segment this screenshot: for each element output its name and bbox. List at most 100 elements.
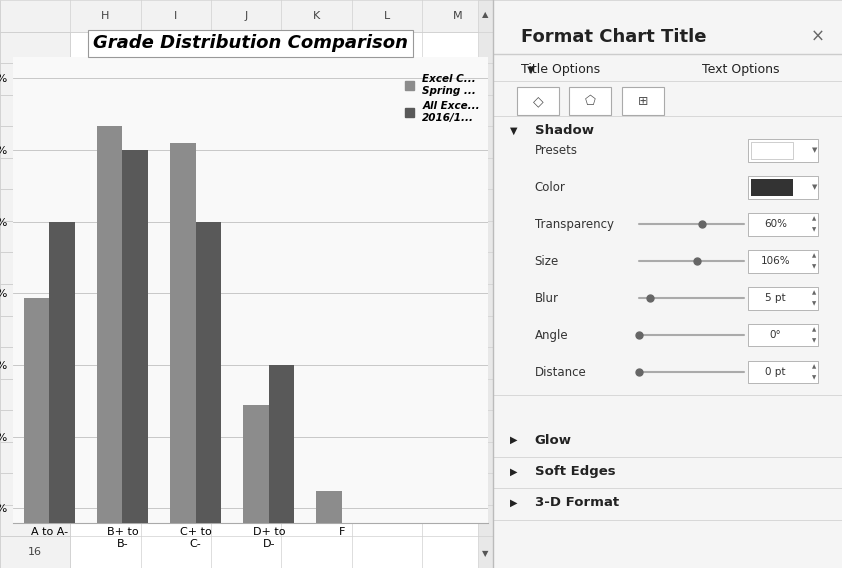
Bar — [0, 0, 493, 32]
Bar — [0, 410, 71, 442]
Bar — [0, 158, 71, 189]
Bar — [0, 505, 71, 536]
Text: 9: 9 — [32, 327, 39, 336]
Text: Format Chart Title: Format Chart Title — [520, 28, 706, 46]
Text: ▼: ▼ — [520, 64, 535, 74]
Text: 12: 12 — [28, 421, 42, 431]
Text: ▼: ▼ — [813, 339, 817, 343]
Text: Blur: Blur — [535, 292, 558, 304]
Bar — [751, 179, 793, 196]
Text: ▲: ▲ — [813, 364, 817, 369]
Bar — [748, 176, 818, 199]
Text: M: M — [452, 11, 462, 21]
Bar — [748, 250, 818, 273]
Text: 13: 13 — [28, 453, 42, 462]
Text: Angle: Angle — [535, 329, 568, 341]
Text: ▶: ▶ — [510, 466, 518, 477]
Legend: Excel C...
Spring ..., All Exce...
2016/1...: Excel C... Spring ..., All Exce... 2016/… — [402, 72, 483, 126]
Text: ▼: ▼ — [813, 265, 817, 269]
Bar — [170, 143, 195, 568]
Text: ×: × — [811, 28, 824, 46]
Bar — [24, 298, 49, 568]
Bar — [49, 222, 75, 568]
Text: Distance: Distance — [535, 366, 586, 378]
Text: 5 pt: 5 pt — [765, 293, 786, 303]
Bar — [97, 126, 122, 568]
Text: Color: Color — [535, 181, 565, 194]
Bar — [0, 347, 71, 379]
Text: 0°: 0° — [770, 330, 781, 340]
Text: Shadow: Shadow — [535, 124, 594, 137]
Text: 6: 6 — [32, 232, 39, 241]
Bar — [0, 126, 71, 158]
Text: Glow: Glow — [535, 434, 572, 446]
Text: 3-D Format: 3-D Format — [535, 496, 619, 509]
Text: ▼: ▼ — [813, 185, 818, 190]
Text: Title Options: Title Options — [520, 63, 600, 76]
Bar — [748, 139, 818, 162]
Bar — [269, 365, 295, 568]
Bar — [569, 87, 611, 115]
Text: ▼: ▼ — [813, 375, 817, 380]
Bar — [477, 0, 493, 568]
Text: ▲: ▲ — [813, 290, 817, 295]
Bar — [0, 284, 71, 316]
Text: 2: 2 — [32, 106, 39, 115]
Text: Size: Size — [535, 255, 559, 268]
Text: 4: 4 — [32, 169, 39, 178]
Bar — [195, 222, 221, 568]
Bar — [0, 95, 71, 126]
Bar — [748, 324, 818, 346]
Bar — [0, 316, 71, 347]
Text: K: K — [313, 11, 320, 21]
Bar — [748, 287, 818, 310]
Text: ▶: ▶ — [510, 435, 518, 445]
Text: Soft Edges: Soft Edges — [535, 465, 616, 478]
Bar — [0, 221, 71, 252]
Text: I: I — [174, 11, 178, 21]
Bar — [748, 361, 818, 383]
Text: L: L — [384, 11, 390, 21]
Title: Grade Distribution Comparison: Grade Distribution Comparison — [93, 35, 408, 52]
Bar — [0, 32, 71, 63]
Text: ⬠: ⬠ — [585, 95, 596, 107]
Text: ▼: ▼ — [813, 228, 817, 232]
Text: ▲: ▲ — [813, 253, 817, 258]
Text: 11: 11 — [28, 390, 42, 399]
Text: ▼: ▼ — [813, 302, 817, 306]
Bar — [243, 405, 269, 568]
Bar — [622, 87, 663, 115]
Bar — [0, 536, 71, 568]
Bar — [0, 379, 71, 410]
Text: 15: 15 — [28, 516, 42, 525]
Text: Presets: Presets — [535, 144, 578, 157]
Text: 1: 1 — [32, 74, 39, 84]
Text: J: J — [245, 11, 248, 21]
Text: ◇: ◇ — [533, 94, 543, 108]
Text: Transparency: Transparency — [535, 218, 614, 231]
Text: 16: 16 — [28, 547, 42, 557]
Text: 14: 14 — [28, 484, 42, 494]
Text: ▲: ▲ — [482, 10, 488, 19]
Text: 0 pt: 0 pt — [765, 367, 786, 377]
Text: ▼: ▼ — [482, 549, 488, 558]
Bar — [0, 189, 71, 221]
Bar — [748, 213, 818, 236]
Text: 5: 5 — [32, 200, 39, 210]
Text: 60%: 60% — [764, 219, 787, 229]
Text: 7: 7 — [32, 263, 39, 273]
Bar — [0, 442, 71, 473]
Bar — [0, 473, 71, 505]
Text: 10: 10 — [28, 358, 42, 368]
Text: ▼: ▼ — [813, 148, 818, 153]
Text: 106%: 106% — [761, 256, 791, 266]
Bar — [517, 87, 559, 115]
Bar — [0, 63, 71, 95]
Text: 8: 8 — [32, 295, 39, 305]
Text: ⊞: ⊞ — [637, 95, 648, 107]
Bar — [751, 142, 793, 159]
Text: Text Options: Text Options — [702, 63, 780, 76]
Text: H: H — [101, 11, 109, 21]
Text: ▶: ▶ — [510, 498, 518, 508]
Bar — [122, 150, 148, 568]
